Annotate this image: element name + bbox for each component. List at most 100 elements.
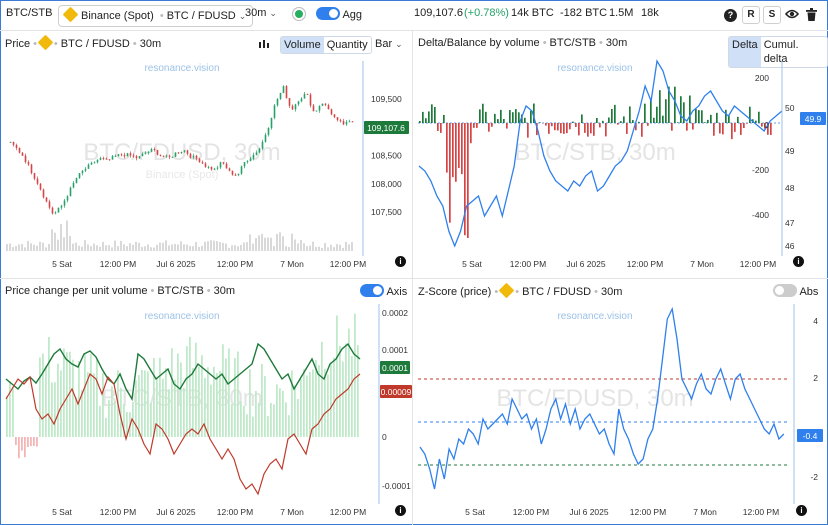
candle-type-icon[interactable] <box>258 40 270 52</box>
candle-body <box>249 158 252 162</box>
pcpuv-bar <box>210 384 212 437</box>
delta-bar <box>605 123 607 137</box>
axis-toggle-wrap[interactable]: Axis <box>360 284 407 298</box>
pair-label[interactable]: BTC/STB <box>6 7 53 19</box>
panel-market[interactable]: BTC / FDUSD <box>60 38 130 50</box>
candle-body <box>177 152 180 154</box>
panel-interval[interactable]: 30m <box>605 37 628 49</box>
price-tag-bg <box>364 121 409 134</box>
pcpuv-bar <box>288 415 290 437</box>
panel-interval[interactable]: 30m <box>213 285 236 297</box>
trash-icon[interactable] <box>806 8 817 24</box>
x-tick-label: 12:00 PM <box>743 507 779 517</box>
r-button[interactable]: R <box>742 6 760 24</box>
agg-toggle-wrap[interactable]: Agg <box>316 7 362 21</box>
volume-bar <box>150 247 152 251</box>
volume-bar <box>51 229 53 251</box>
pcpuv-bar <box>327 374 329 437</box>
info-icon[interactable]: i <box>395 256 406 267</box>
panel-interval[interactable]: 30m <box>600 286 623 298</box>
panel-interval[interactable]: 30m <box>139 38 162 50</box>
pcpuv-bar <box>318 365 320 437</box>
delta-panel-header: Delta/Balance by volume • BTC/STB • 30m <box>418 37 628 49</box>
candle-body <box>186 150 189 154</box>
volume-bar <box>192 246 194 251</box>
interval-selector[interactable]: 30m ⌄ <box>245 7 277 19</box>
candle-body <box>201 162 204 164</box>
pcpuv-bar <box>57 363 59 437</box>
pcpuv-bar <box>135 380 137 437</box>
axis-toggle[interactable] <box>360 284 384 297</box>
candle-body <box>108 159 111 161</box>
pcpuv-bar <box>6 396 8 437</box>
volume-bar <box>90 246 92 251</box>
info-icon[interactable]: i <box>793 256 804 267</box>
live-status-toggle[interactable] <box>292 7 306 21</box>
red-tag: 0.00009 <box>381 387 412 397</box>
volume-bar <box>276 233 278 251</box>
delta-button[interactable]: Delta <box>729 37 761 67</box>
abs-toggle[interactable] <box>773 284 797 297</box>
eye-icon[interactable] <box>784 8 800 23</box>
delta-bar <box>719 123 721 134</box>
pcpuv-bar <box>258 402 260 437</box>
volume-quote: 1.5M <box>609 7 634 19</box>
candle-body <box>105 158 108 160</box>
x-tick-label: 12:00 PM <box>217 259 253 269</box>
volume-bar <box>75 242 77 251</box>
pcpuv-bar <box>147 371 149 437</box>
chart-type-selector[interactable]: Bar ⌄ <box>375 38 403 50</box>
volume-bar <box>183 244 185 251</box>
delta-bar <box>770 123 772 135</box>
y-tick-label-right: 47 <box>785 218 795 228</box>
pcpuv-bar <box>234 358 236 437</box>
pcpuv-bar <box>336 315 338 437</box>
volume-bar <box>345 241 347 251</box>
delta-bar <box>428 111 430 123</box>
question-icon[interactable]: ? <box>724 9 737 22</box>
pcpuv-bar-neg <box>27 437 29 448</box>
pcpuv-bar <box>312 369 314 437</box>
delta-bar <box>464 123 466 236</box>
delta-chart[interactable]: resonance.vision BTC/STB, 30m 200 0 -200 -400… <box>413 31 828 278</box>
candle-body <box>327 104 330 110</box>
pcpuv-bar <box>246 414 248 437</box>
candle-body <box>315 110 318 112</box>
price-change: (+0.78%) <box>464 7 509 19</box>
panel-market[interactable]: BTC / FDUSD <box>522 286 592 298</box>
delta-bar <box>482 103 484 123</box>
agg-toggle[interactable] <box>316 7 340 20</box>
candle-body <box>318 105 321 111</box>
candle-body <box>261 141 264 149</box>
panel-market[interactable]: BTC/STB <box>549 37 596 49</box>
volume-button[interactable]: Volume <box>281 37 324 53</box>
delta-bar <box>767 123 769 135</box>
panel-market[interactable]: BTC/STB <box>157 285 204 297</box>
quantity-button[interactable]: Quantity <box>326 39 368 51</box>
y-tick-label: 107,500 <box>371 207 402 217</box>
abs-toggle-wrap[interactable]: Abs <box>773 284 818 298</box>
candle-body <box>333 114 336 118</box>
delta-bar <box>494 113 496 123</box>
y-tick-label: -0.0001 <box>382 481 411 491</box>
delta-bar <box>704 122 706 123</box>
info-icon[interactable]: i <box>796 505 807 516</box>
candle-body <box>69 187 72 197</box>
exchange-market-selector[interactable]: Binance (Spot) • BTC / FDUSD ⌄ <box>58 5 254 27</box>
pcpuv-bar <box>324 368 326 437</box>
pcpuv-bar <box>282 390 284 437</box>
candle-body <box>258 148 261 153</box>
pcpuv-panel: Price change per unit volume • BTC/STB • 30m… <box>0 279 412 525</box>
pcpuv-bar <box>279 388 281 437</box>
volume-bar <box>324 243 326 251</box>
pcpuv-bar <box>243 406 245 437</box>
volume-bar <box>165 240 167 251</box>
s-button[interactable]: S <box>763 6 781 24</box>
zscore-panel: Z-Score (price) • • BTC / FDUSD • 30m Abs res… <box>413 279 828 525</box>
info-icon[interactable]: i <box>395 505 406 516</box>
delta-bar <box>467 123 469 238</box>
candle-body <box>195 155 198 159</box>
